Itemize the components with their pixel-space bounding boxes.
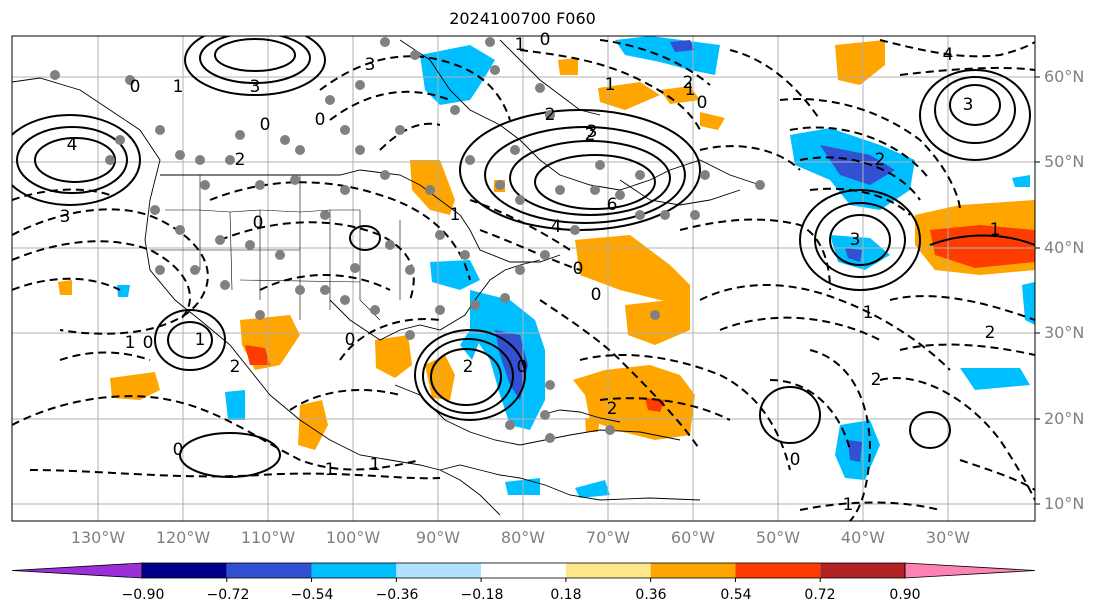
contour-label: 3 [365, 55, 376, 75]
contour-label: 3 [587, 122, 598, 142]
colorbar-segment [142, 563, 227, 578]
contour-label: 1 [325, 460, 336, 480]
map-title: 2024100700 F060 [449, 9, 596, 28]
colorbar-segment [820, 563, 905, 578]
contour-label: 0 [260, 115, 271, 135]
colorbar-tick-label: 0.54 [720, 587, 752, 603]
lat-label-60: 60°N [1044, 67, 1085, 86]
colorbar-segment [311, 563, 397, 578]
contour-label: 1 [370, 455, 381, 475]
contour-label: 0 [697, 93, 708, 113]
lon-label-40: 40°W [840, 528, 886, 547]
map-frame [11, 35, 1036, 522]
contour-label: 2 [985, 323, 996, 343]
lon-label-90: 90°W [415, 528, 461, 547]
colorbar-segment [650, 563, 736, 578]
contour-label: 3 [963, 95, 974, 115]
contour-label: 1 [515, 35, 526, 55]
lat-label-20: 20°N [1044, 409, 1085, 428]
contour-label: 0 [253, 213, 264, 233]
colorbar-segment [226, 563, 312, 578]
contour-label: 1 [685, 80, 696, 100]
contour-label: 0 [345, 330, 356, 350]
shaded-anomalies [58, 36, 1035, 498]
contour-label: 1 [605, 75, 616, 95]
state-borders [150, 175, 401, 321]
contour-label: 2 [235, 150, 246, 170]
contour-label: 2 [607, 399, 618, 419]
contour-label: 0 [540, 30, 551, 50]
lon-label-30: 30°W [925, 528, 971, 547]
dashed-contours [12, 39, 1035, 521]
lon-label-70: 70°W [585, 528, 631, 547]
contour-label: 2 [463, 357, 474, 377]
colorbar-tick-label: −0.18 [460, 587, 504, 603]
contour-label: 0 [517, 357, 528, 377]
contour-label: 2 [683, 73, 694, 93]
colorbar-tick-label: 0.72 [804, 587, 836, 603]
colorbar-tick-label: −0.54 [290, 587, 334, 603]
contour-label: 0 [591, 285, 602, 305]
contour-label: 2 [585, 125, 596, 145]
lat-label-10: 10°N [1044, 494, 1085, 513]
lat-ticks [1035, 76, 1040, 505]
lon-label-100: 100°W [325, 528, 381, 547]
contour-label: 4 [67, 135, 78, 155]
contour-label: 2 [230, 357, 241, 377]
contour-label: 0 [790, 450, 801, 470]
lon-label-80: 80°W [500, 528, 546, 547]
colorbar-tick-label: −0.36 [375, 587, 419, 603]
lon-label-120: 120°W [155, 528, 211, 547]
lat-label-30: 30°N [1044, 323, 1085, 342]
colorbar-tick-label: 0.36 [635, 587, 667, 603]
contour-label: 2 [545, 105, 556, 125]
solid-contours [12, 36, 1035, 478]
contour-label: 1 [863, 303, 874, 323]
contour-label: 0 [143, 333, 154, 353]
lon-label-60: 60°W [670, 528, 716, 547]
colorbar-tick-label: 0.18 [550, 587, 582, 603]
lat-label-40: 40°N [1044, 238, 1085, 257]
lon-label-130: 130°W [70, 528, 126, 547]
colorbar-tick-label: 0.90 [889, 587, 921, 603]
contour-label: 4 [943, 45, 954, 65]
contour-label: 3 [850, 230, 861, 250]
station-dots [50, 37, 765, 443]
contour-label: 6 [607, 195, 618, 215]
lat-label-50: 50°N [1044, 152, 1085, 171]
contour-label: 0 [173, 440, 184, 460]
contour-label: 0 [573, 259, 584, 279]
contour-label: 1 [450, 205, 461, 225]
contour-label: 3 [60, 207, 71, 227]
colorbar [11, 562, 1036, 582]
colorbar-segment [481, 563, 566, 578]
lon-label-50: 50°W [755, 528, 801, 547]
colorbar-frame [141, 562, 906, 579]
contour-label: 2 [875, 150, 886, 170]
contour-label: 1 [125, 333, 136, 353]
contour-label: 0 [315, 110, 326, 130]
contour-label: 1 [195, 330, 206, 350]
contour-label: 2 [871, 370, 882, 390]
contour-label: 4 [551, 217, 562, 237]
contour-label: 1 [843, 495, 854, 515]
colorbar-segment [565, 563, 651, 578]
contour-label: 0 [130, 77, 141, 97]
contour-labels: 0330431102436420203122110120102310122011… [60, 30, 1001, 515]
colorbar-segment [396, 563, 482, 578]
colorbar-segment [735, 563, 821, 578]
contour-label: 1 [990, 220, 1001, 240]
contour-label: 3 [250, 77, 261, 97]
colorbar-tick-label: −0.72 [206, 587, 250, 603]
colorbar-extend-high [904, 562, 1036, 579]
lon-label-110: 110°W [240, 528, 296, 547]
colorbar-extend-low [11, 562, 143, 579]
contour-label: 1 [173, 77, 184, 97]
colorbar-tick-label: −0.90 [121, 587, 165, 603]
